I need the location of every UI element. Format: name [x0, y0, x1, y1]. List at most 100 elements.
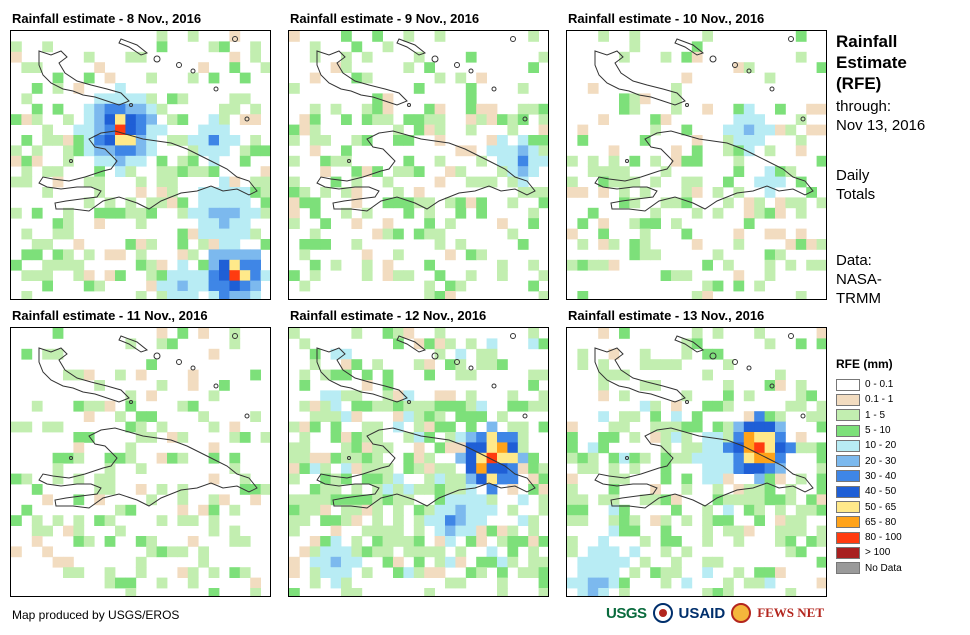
rain-cell: [260, 207, 270, 219]
rain-cell: [413, 166, 425, 177]
rain-cell: [538, 124, 548, 136]
rain-cell: [629, 239, 641, 250]
rain-cell: [424, 484, 435, 495]
rain-cell: [52, 515, 64, 526]
rain-cell: [424, 369, 435, 381]
rain-cell: [538, 338, 548, 350]
rain-cell: [115, 83, 126, 94]
rain-cell: [73, 124, 85, 136]
rain-cell: [309, 124, 321, 136]
rain-cell: [691, 338, 703, 350]
rain-cell: [486, 359, 498, 370]
rain-cell: [806, 390, 817, 402]
rain-cell: [671, 359, 682, 370]
rain-cell: [528, 484, 539, 495]
rain-cell: [198, 239, 209, 250]
rain-cell: [198, 218, 209, 229]
coastline: [38, 36, 258, 212]
rain-cell: [538, 536, 548, 547]
rain-cell: [681, 546, 693, 558]
rain-cell: [764, 72, 776, 84]
rain-cell: [156, 338, 168, 350]
rain-cell: [351, 411, 363, 422]
rain-cell: [382, 546, 394, 558]
rain-cell: [208, 473, 220, 485]
rain-cell: [330, 452, 342, 464]
rain-cell: [320, 556, 331, 568]
rain-cell: [289, 463, 300, 474]
rain-cell: [361, 207, 373, 219]
rain-cell: [681, 228, 693, 240]
legend-swatch: [836, 531, 860, 544]
rain-cell: [486, 546, 498, 558]
rain-cell: [567, 432, 578, 443]
rain-cell: [115, 135, 126, 146]
rain-cell: [330, 411, 342, 422]
rain-cell: [115, 525, 126, 537]
rain-cell: [507, 556, 519, 568]
rain-cell: [723, 259, 734, 271]
rain-cell: [608, 452, 620, 464]
rain-cell: [135, 432, 147, 443]
rain-cell: [764, 484, 776, 495]
rain-cell: [497, 218, 508, 229]
rain-cell: [671, 452, 682, 464]
rain-cell: [299, 421, 311, 433]
rain-cell: [754, 124, 765, 136]
rain-cell: [538, 588, 548, 596]
rain-cell: [63, 556, 74, 568]
rain-cell: [219, 135, 230, 146]
rain-cell: [795, 390, 807, 402]
rain-cell: [816, 155, 826, 167]
legend-label: 0 - 0.1: [865, 379, 894, 391]
rain-cell: [198, 259, 209, 271]
rain-cell: [250, 369, 261, 381]
rain-cell: [445, 515, 456, 526]
rain-cell: [517, 135, 529, 146]
rain-cell: [361, 135, 373, 146]
panel-title-4: Rainfall estimate - 11 Nov., 2016: [12, 308, 208, 323]
rain-cell: [577, 556, 589, 568]
rain-cell: [486, 432, 498, 443]
rain-cell: [764, 176, 776, 188]
rain-cell: [434, 31, 446, 42]
rain-cell: [650, 515, 661, 526]
panel-title-3: Rainfall estimate - 10 Nov., 2016: [568, 11, 765, 26]
rain-cell: [424, 124, 435, 136]
rain-cell: [83, 103, 95, 115]
rain-cell: [309, 197, 321, 209]
rain-cell: [289, 135, 300, 146]
rain-cell: [83, 369, 95, 381]
rain-cell: [177, 515, 189, 526]
rain-cell: [393, 338, 404, 350]
legend-item: 65 - 80: [836, 515, 902, 530]
rain-cell: [723, 463, 734, 474]
rain-cell: [403, 390, 415, 402]
rain-cell: [177, 400, 189, 412]
rain-cell: [250, 270, 261, 281]
rain-cell: [497, 135, 508, 146]
rain-cell: [445, 359, 456, 370]
rain-cell: [239, 567, 251, 578]
rain-cell: [299, 338, 311, 350]
rain-cell: [650, 432, 661, 443]
rain-cell: [393, 556, 404, 568]
rain-cell: [507, 463, 519, 474]
rain-cell: [567, 228, 578, 240]
rain-cell: [775, 494, 786, 506]
rain-cell: [219, 197, 230, 209]
rain-cell: [528, 31, 539, 42]
rain-cell: [733, 145, 745, 157]
rain-cell: [497, 556, 508, 568]
rain-cell: [434, 114, 446, 125]
rain-cell: [42, 280, 53, 292]
rain-cell: [785, 239, 797, 250]
rain-cell: [712, 421, 724, 433]
rain-cell: [455, 546, 467, 558]
rain-cell: [538, 504, 548, 516]
rain-cell: [608, 145, 620, 157]
rain-cell: [31, 239, 43, 250]
rain-cell: [465, 452, 477, 464]
rain-cell: [135, 239, 147, 250]
rain-cell: [393, 400, 404, 412]
